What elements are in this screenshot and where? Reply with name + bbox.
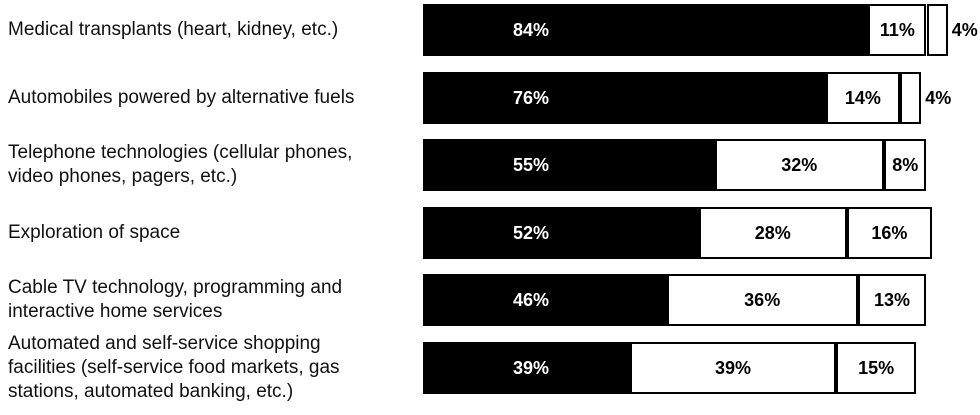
value-label: 52% [513,222,550,243]
value-label: 8% [892,155,919,175]
bar-segment [698,206,847,259]
bar-segment [423,139,715,191]
bar-segment [847,206,932,259]
bar-segment [868,4,927,56]
bar-segment [423,206,699,259]
category-label: Medical transplants (heart, kidney, etc.… [8,19,339,40]
bar-segment [825,71,900,124]
bar-segment [423,274,667,326]
value-label: 55% [513,155,550,175]
value-label: 15% [858,357,895,378]
category-label: Cable TV technology, programming and int… [8,277,343,322]
value-label: 39% [513,357,550,378]
bar-segment [884,139,927,191]
value-label: 76% [513,87,550,108]
bar-segment [629,341,837,394]
category-label: Telephone technologies (cellular phones,… [8,142,353,187]
bar-segment [926,4,948,56]
value-label: 28% [754,222,791,243]
bar-segment [900,71,922,124]
value-label: 16% [871,222,908,243]
bar-segment [423,71,826,124]
bar-segment [836,341,916,394]
value-label: 36% [744,290,781,310]
value-label: 84% [513,20,550,40]
category-label: Automated and self-service shopping faci… [8,332,340,402]
category-label: Exploration of space [8,221,181,243]
bar-segment [666,274,858,326]
bar-segment [423,4,869,56]
value-label: 13% [874,290,911,310]
value-label: 4% [925,87,952,108]
bar-segment [857,274,927,326]
value-label: 14% [844,87,881,108]
bar-segment [714,139,885,191]
value-label: 32% [781,155,818,175]
value-label: 4% [951,20,978,40]
value-label: 11% [879,20,915,40]
value-label: 46% [513,290,550,310]
category-label: Automobiles powered by alternative fuels [8,86,355,108]
value-label: 39% [715,357,752,378]
bar-segment [423,341,630,394]
